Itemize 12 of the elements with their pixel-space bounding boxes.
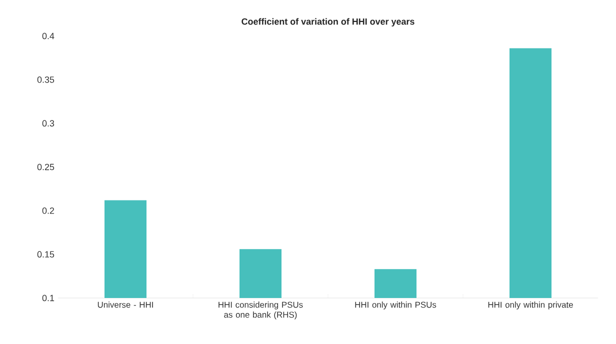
y-tick-label: 0.1 <box>42 294 54 302</box>
x-tick-label: HHI only within private <box>488 302 573 310</box>
y-tick-label: 0.35 <box>37 76 54 83</box>
y-tick-label: 0.15 <box>37 251 54 258</box>
x-tick-label: HHI considering PSUs as one bank (RHS) <box>218 302 303 320</box>
chart-title: Coefficient of variation of HHI over years <box>242 18 414 26</box>
x-tick-label: HHI only within PSUs <box>355 302 436 310</box>
x-tick-label: Universe - HHI <box>98 302 153 308</box>
y-tick-label: 0.25 <box>37 164 54 170</box>
y-tick-label: 0.4 <box>42 32 54 40</box>
y-tick-label: 0.3 <box>42 120 54 127</box>
y-tick-label: 0.2 <box>42 207 54 214</box>
